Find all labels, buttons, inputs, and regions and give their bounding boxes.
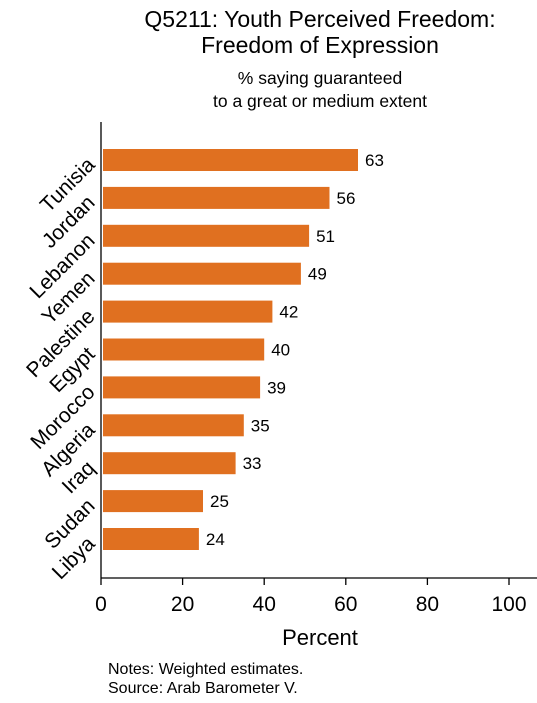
x-tick-label-0: 0: [95, 593, 107, 616]
bar-jordan: [103, 186, 330, 209]
source-line: Source: Arab Barometer V.: [108, 680, 298, 697]
value-label-jordan: 56: [337, 189, 356, 208]
value-label-sudan: 25: [210, 492, 229, 511]
value-label-algeria: 35: [251, 416, 270, 435]
notes: Notes: Weighted estimates. Source: Arab …: [108, 660, 303, 698]
x-tick-label-40: 40: [253, 593, 276, 616]
chart-title: Q5211: Youth Perceived Freedom: Freedom …: [144, 6, 495, 58]
bar-algeria: [103, 414, 244, 437]
x-tick-label-100: 100: [491, 593, 526, 616]
chart-title-line-1: Q5211: Youth Perceived Freedom:: [144, 6, 495, 32]
bar-iraq: [103, 452, 236, 475]
category-labels-layer: TunisiaJordanLebanonYemenPalestineEgyptM…: [22, 153, 100, 584]
value-label-palestine: 42: [279, 303, 298, 322]
bar-sudan: [103, 490, 203, 513]
x-tick-label-80: 80: [416, 593, 439, 616]
x-tick-label-60: 60: [334, 593, 357, 616]
chart-subtitle-line-2: to a great or medium extent: [213, 91, 427, 111]
axes: [100, 122, 537, 579]
bar-lebanon: [103, 224, 310, 247]
x-tick-label-20: 20: [171, 593, 194, 616]
value-label-morocco: 39: [267, 378, 286, 397]
x-axis-title: Percent: [282, 625, 358, 650]
bar-morocco: [103, 376, 261, 399]
x-ticks: 0 20 40 60 80 100: [95, 578, 527, 616]
bar-yemen: [103, 262, 301, 285]
chart-subtitle-line-1: % saying guaranteed: [238, 68, 402, 88]
bar-libya: [103, 528, 199, 550]
value-label-tunisia: 63: [365, 151, 384, 170]
chart-title-line-2: Freedom of Expression: [201, 32, 439, 58]
value-label-yemen: 49: [308, 265, 327, 284]
value-label-egypt: 40: [271, 341, 290, 360]
bar-palestine: [103, 300, 273, 323]
bar-egypt: [103, 338, 265, 361]
bar-tunisia: [103, 149, 358, 171]
notes-line: Notes: Weighted estimates.: [108, 661, 304, 678]
value-label-iraq: 33: [243, 454, 262, 473]
value-label-lebanon: 51: [316, 227, 335, 246]
bars-layer: [103, 149, 358, 550]
chart-subtitle: % saying guaranteed to a great or medium…: [213, 68, 427, 111]
value-label-libya: 24: [206, 530, 225, 549]
